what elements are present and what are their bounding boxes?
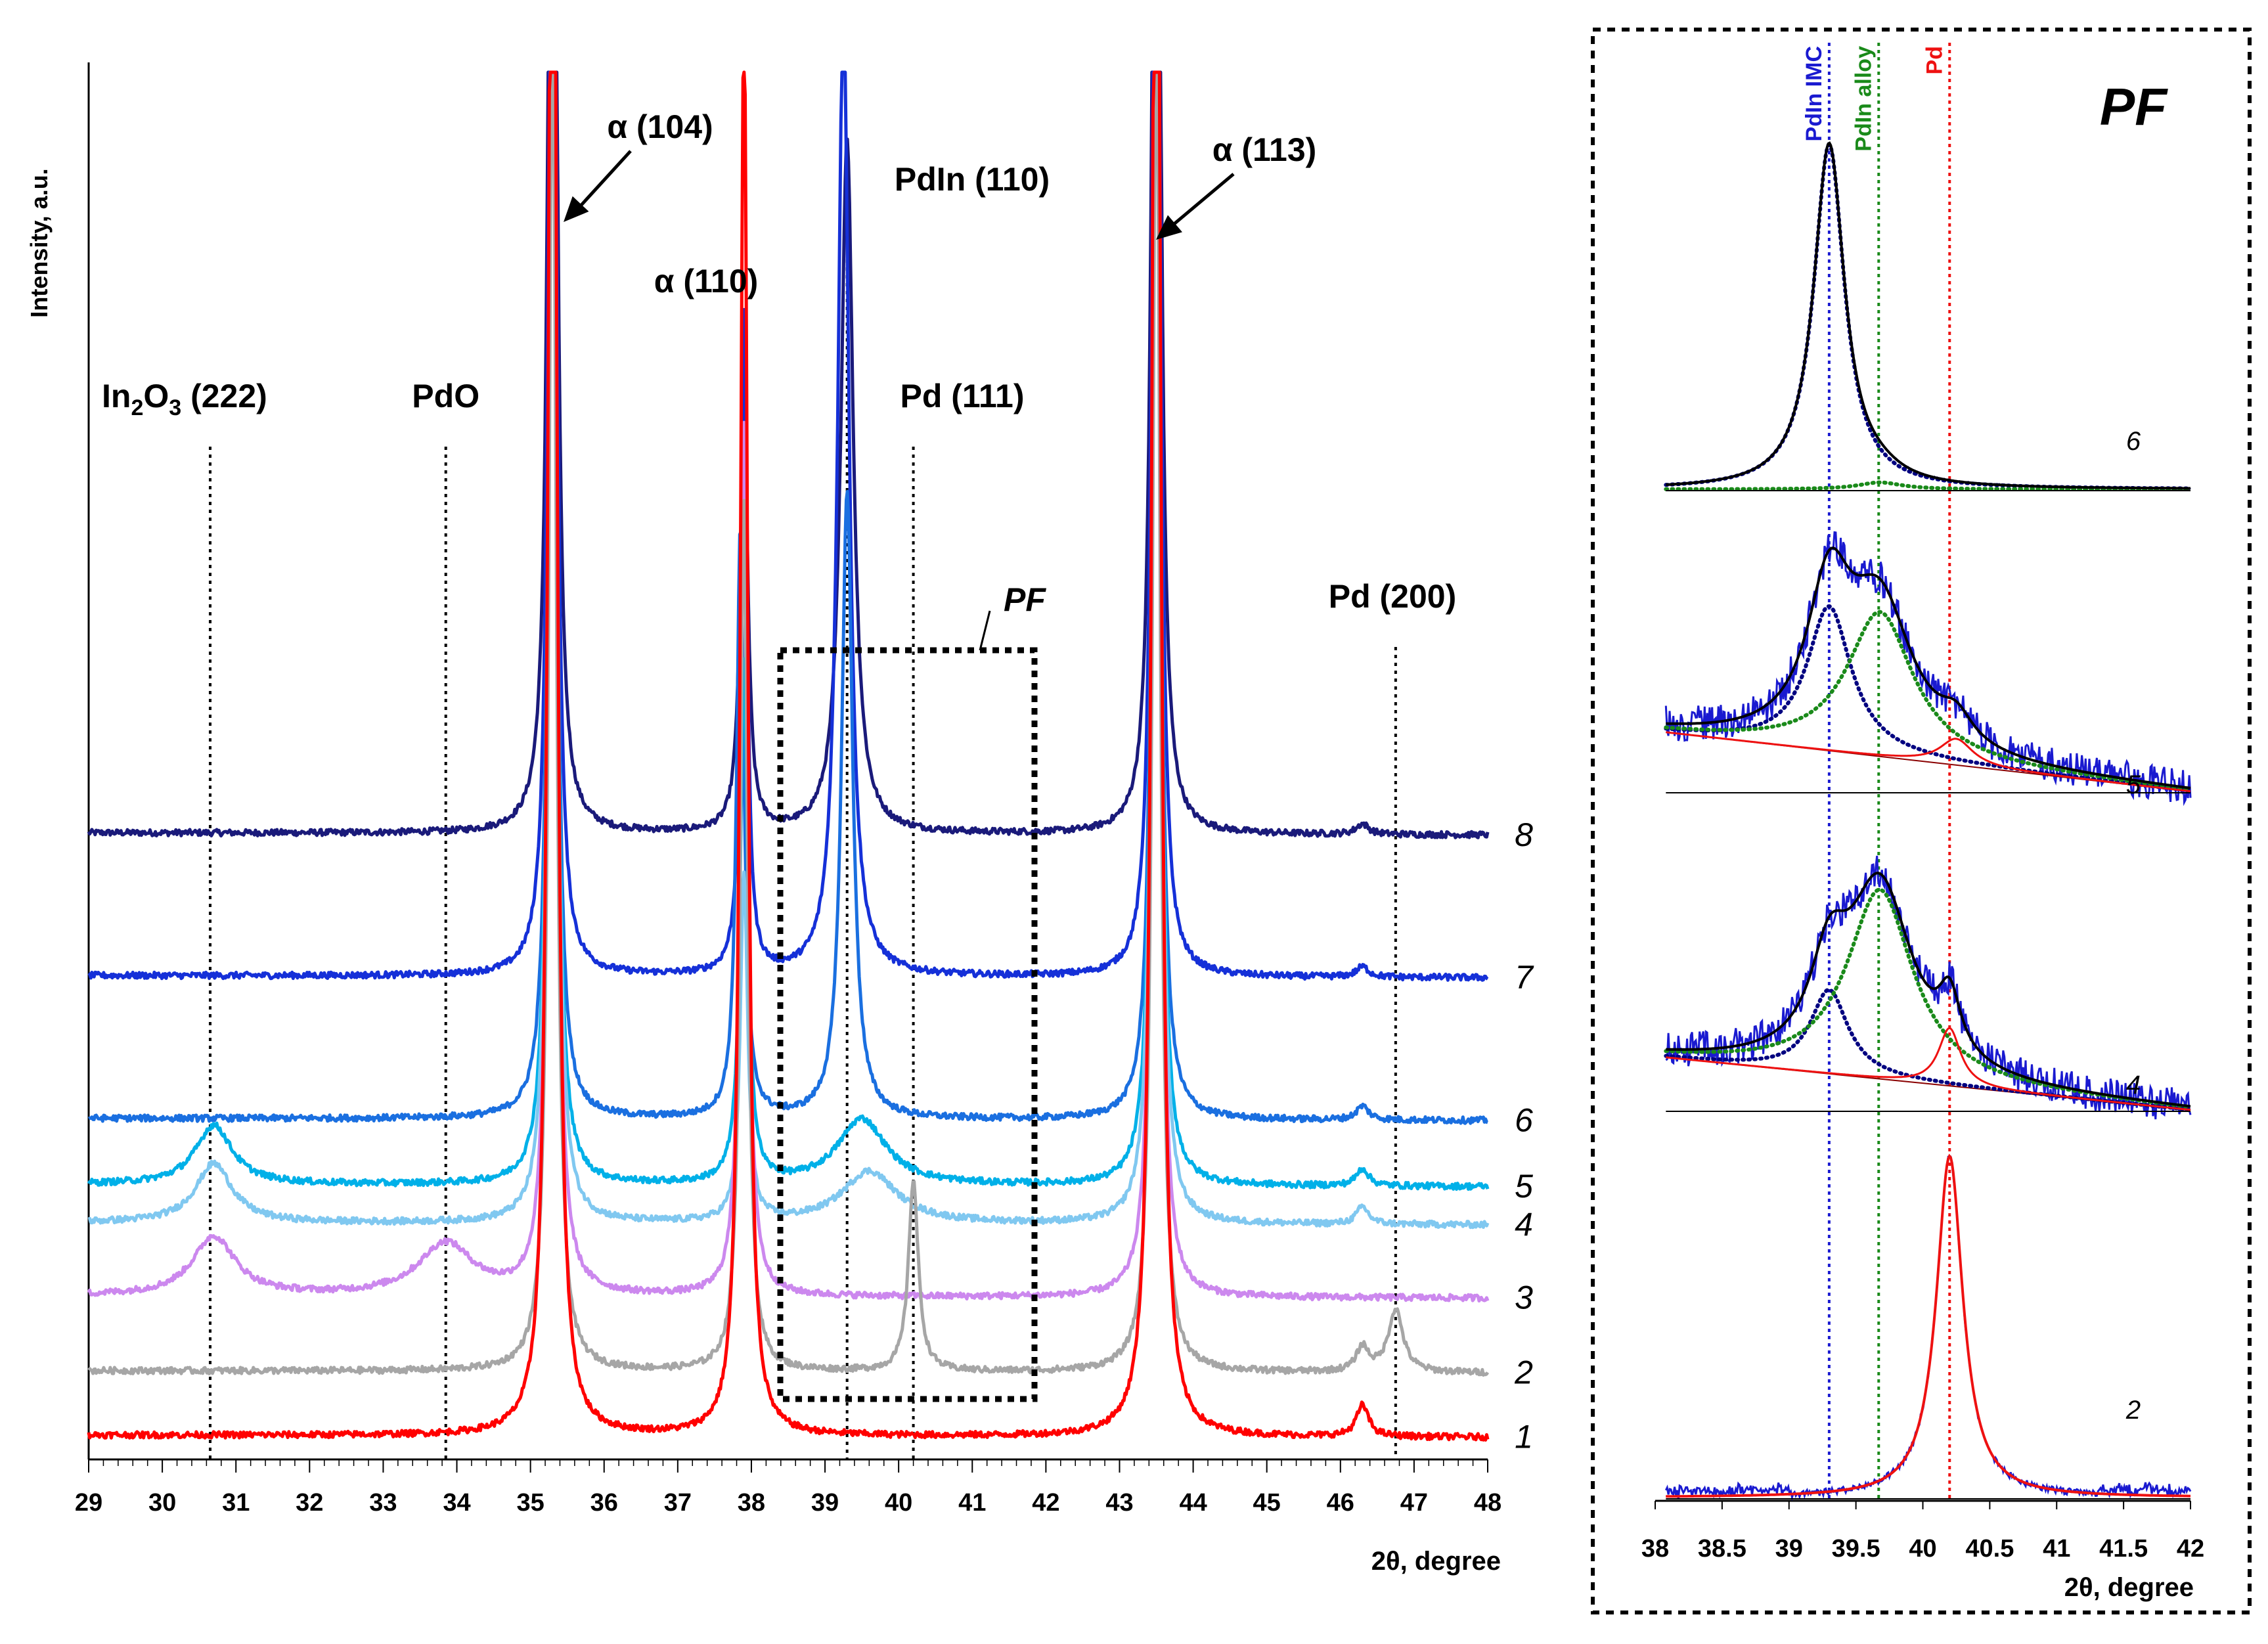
inset-fit-component <box>1666 731 2191 793</box>
main-x-tick-label: 34 <box>443 1489 470 1517</box>
inset-fit-component <box>1666 1154 2190 1498</box>
curve-number-label: 5 <box>1515 1168 1533 1205</box>
inset-fit-component <box>1664 480 2192 491</box>
inset-total-fit-6 <box>1666 141 2190 490</box>
xrd-curve-5 <box>87 70 1490 1191</box>
inset-chart: 38 38.5 39 39.5 40 40.5 41 41.5 42 2θ, degree PF… <box>1591 28 2252 1614</box>
pf-box-label: PF <box>1004 581 1046 618</box>
main-x-tick-label: 43 <box>1105 1489 1133 1517</box>
main-y-axis-label: Intensity, a.u. <box>26 168 53 317</box>
main-x-tick-label: 29 <box>75 1489 102 1517</box>
inset-x-tick-label: 40.5 <box>1965 1535 2014 1563</box>
peak-label: Pd (111) <box>901 378 1025 414</box>
inset-curve-number: 4 <box>2126 1071 2141 1100</box>
peak-arrow-head <box>1156 215 1182 240</box>
peak-label: PdO <box>412 378 479 414</box>
inset-measured-curve-2 <box>1664 1155 2192 1501</box>
main-x-tick-label: 31 <box>222 1489 250 1517</box>
xrd-curve-3 <box>87 70 1490 1303</box>
xrd-curve-8 <box>87 70 1490 839</box>
main-x-axis-label: 2θ, degree <box>1371 1547 1501 1576</box>
inset-x-tick-label: 42 <box>2177 1535 2204 1563</box>
inset-curve-number: 2 <box>2125 1396 2141 1425</box>
main-x-tick-label: 39 <box>811 1489 839 1517</box>
main-x-tick-label: 38 <box>738 1489 765 1517</box>
inset-title: PF <box>2100 78 2168 136</box>
inset-reference-label: Pd <box>1922 46 1947 74</box>
curve-number-label: 1 <box>1515 1419 1533 1455</box>
main-x-tick-label: 41 <box>958 1489 986 1517</box>
main-chart: Intensity, a.u. 2θ, degree 29 30 31 32 33 34 3… <box>26 62 1534 1576</box>
inset-frame <box>1591 28 2252 1614</box>
inset-fit-component <box>1664 887 2192 1109</box>
inset-curve-number: 5 <box>2126 770 2141 799</box>
main-x-tick-label: 47 <box>1400 1489 1428 1517</box>
main-x-tick-label: 40 <box>885 1489 912 1517</box>
inset-x-tick-label: 39.5 <box>1832 1535 1880 1563</box>
curve-number-label: 3 <box>1515 1279 1533 1316</box>
main-x-tick-label: 46 <box>1327 1489 1354 1517</box>
xrd-curve-1 <box>87 70 1490 1442</box>
main-x-tick-label: 37 <box>664 1489 692 1517</box>
inset-x-tick-label: 38 <box>1641 1535 1669 1563</box>
inset-fit-component <box>1666 1027 2191 1111</box>
peak-label-in2o3: In2O3 (222) <box>102 378 267 420</box>
inset-reference-label: PdIn alloy <box>1851 46 1876 152</box>
curve-number-label: 8 <box>1515 816 1533 853</box>
inset-total-fit-5 <box>1666 546 2191 789</box>
inset-x-tick-label: 39 <box>1775 1535 1803 1563</box>
peak-arrow-head <box>564 196 589 222</box>
curve-number-label: 2 <box>1514 1354 1533 1391</box>
peak-label: PdIn (110) <box>895 161 1050 198</box>
main-x-tick-label: 44 <box>1179 1489 1207 1517</box>
main-x-tick-label: 30 <box>148 1489 176 1517</box>
main-x-tick-label: 45 <box>1253 1489 1281 1517</box>
inset-fit-component <box>1664 610 2192 791</box>
inset-total-fit-4 <box>1666 872 2191 1108</box>
inset-fit-component <box>1664 142 2192 491</box>
inset-measured-curve-6 <box>1665 141 2191 491</box>
xrd-curve-4 <box>87 70 1490 1230</box>
peak-arrow <box>1167 173 1235 231</box>
inset-x-tick-label: 41 <box>2043 1535 2070 1563</box>
main-x-tick-label: 48 <box>1474 1489 1501 1517</box>
xrd-curve-7 <box>87 70 1489 982</box>
peak-label: Pd (200) <box>1329 578 1457 615</box>
main-x-tick-label: 33 <box>369 1489 397 1517</box>
inset-reference-label: PdIn IMC <box>1802 46 1827 141</box>
inset-x-tick-label: 41.5 <box>2099 1535 2148 1563</box>
inset-total-fit-2 <box>1666 1153 2190 1498</box>
peak-arrow <box>574 150 632 213</box>
peak-label: α (113) <box>1212 131 1317 168</box>
main-x-tick-label: 42 <box>1032 1489 1059 1517</box>
main-x-tick-label: 35 <box>516 1489 544 1517</box>
xrd-curve-6 <box>87 70 1488 1125</box>
inset-x-tick-label: 38.5 <box>1698 1535 1746 1563</box>
inset-curve-number: 6 <box>2126 427 2141 456</box>
pf-region-box <box>777 647 1038 1402</box>
inset-x-tick-label: 40 <box>1909 1535 1936 1563</box>
inset-x-axis-label: 2θ, degree <box>2064 1573 2194 1602</box>
curve-number-label: 6 <box>1515 1101 1533 1138</box>
xrd-curve-2 <box>87 70 1490 1377</box>
peak-label: α (104) <box>607 108 713 145</box>
curve-number-label: 7 <box>1515 959 1534 996</box>
main-x-tick-label: 32 <box>296 1489 323 1517</box>
curve-number-label: 4 <box>1515 1206 1533 1243</box>
inset-fit-component <box>1664 604 2192 793</box>
main-x-tick-label: 36 <box>590 1489 618 1517</box>
peak-label: α (110) <box>654 263 759 300</box>
pf-label-leader <box>979 610 991 651</box>
